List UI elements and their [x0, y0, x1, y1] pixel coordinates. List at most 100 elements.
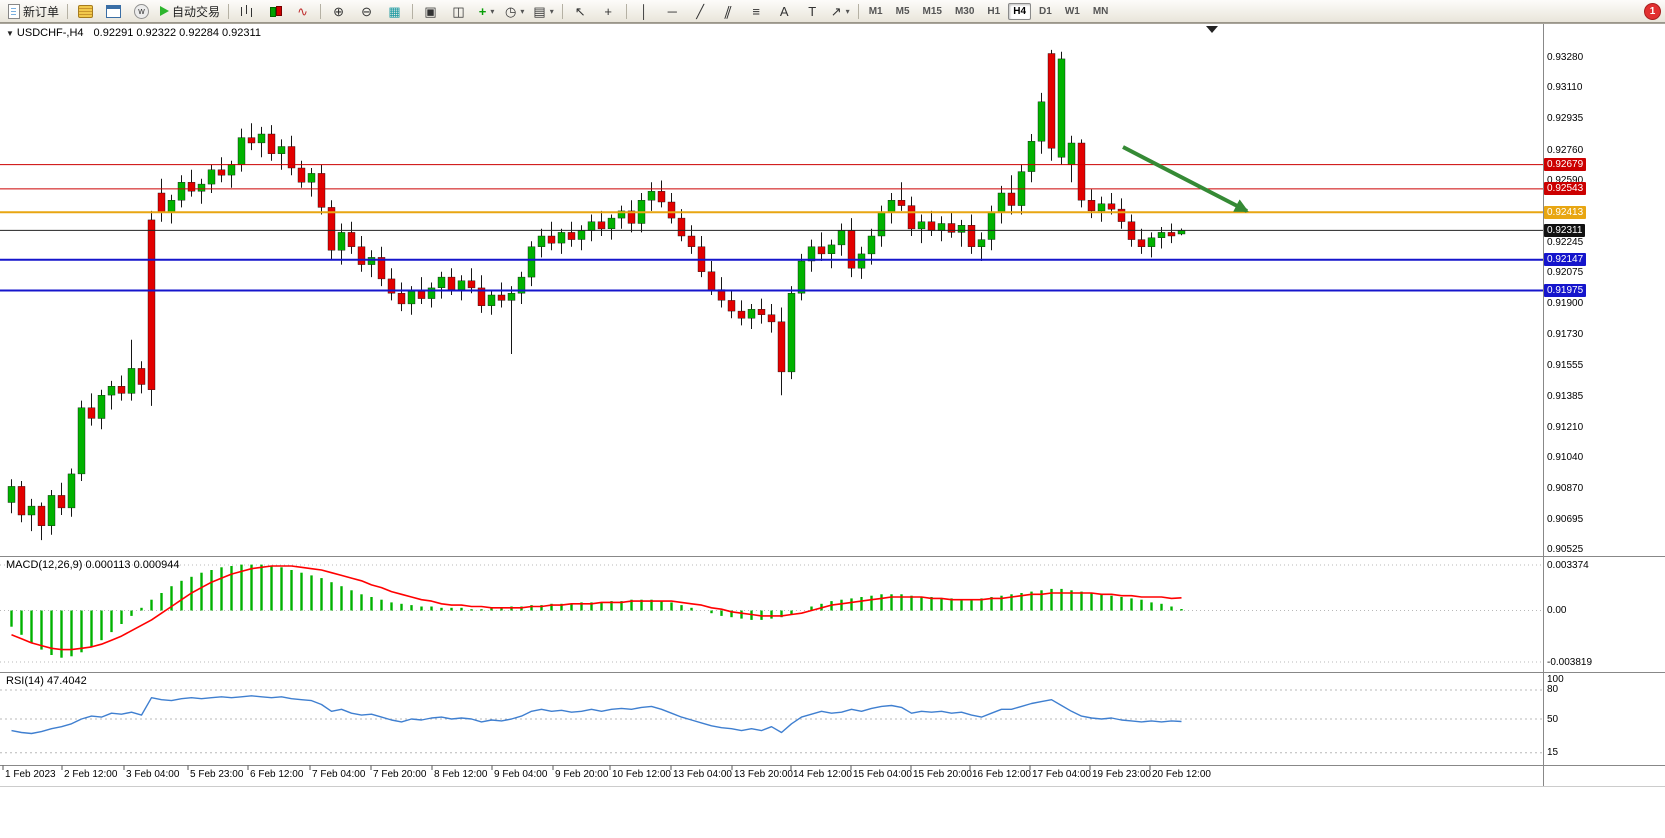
- macd-indicator-title: MACD(12,26,9) 0.000113 0.000944: [6, 559, 180, 571]
- candle: [827, 244, 836, 254]
- vertical-line-button[interactable]: │: [631, 1, 658, 22]
- chevron-down-icon: ▾: [549, 6, 554, 16]
- timeframe-h1-button[interactable]: H1: [987, 5, 1001, 17]
- candle: [167, 199, 176, 213]
- candle: [437, 276, 446, 289]
- templates-button[interactable]: ▤ ▾: [529, 1, 557, 22]
- symbol-dropdown-icon[interactable]: ▼: [6, 29, 14, 38]
- candle: [877, 212, 886, 237]
- timeframe-w1-button[interactable]: W1: [1064, 5, 1080, 17]
- candle: [307, 173, 316, 183]
- candle: [227, 164, 236, 176]
- candle: [947, 223, 956, 233]
- rsi-indicator-title: RSI(14) 47.4042: [6, 675, 87, 687]
- candle: [427, 287, 436, 299]
- trendline-button[interactable]: ╱: [687, 1, 714, 22]
- candle: [407, 291, 416, 305]
- candle: [287, 146, 296, 169]
- candle: [137, 368, 146, 385]
- candle: [27, 505, 36, 516]
- arrows-tool-icon: ↗: [830, 3, 842, 19]
- chevron-down-icon: ▾: [520, 6, 525, 16]
- timeframe-mn-button[interactable]: MN: [1092, 5, 1109, 17]
- candle: [67, 473, 76, 509]
- candle: [1027, 140, 1036, 172]
- cascade-windows-button[interactable]: ▣: [417, 1, 444, 22]
- candle: [47, 495, 56, 526]
- candle: [887, 199, 896, 213]
- candle: [917, 221, 926, 230]
- chevron-down-icon: ▾: [490, 6, 495, 16]
- candle: [687, 235, 696, 247]
- zoom-out-button[interactable]: ⊖: [353, 1, 380, 22]
- notification-badge[interactable]: 1: [1644, 2, 1661, 20]
- candle: [357, 246, 366, 265]
- line-chart-button[interactable]: ∿: [289, 1, 316, 22]
- horizontal-line-button[interactable]: ─: [659, 1, 686, 22]
- candle: [507, 293, 516, 301]
- arrows-tool-button[interactable]: ↗ ▾: [827, 1, 854, 22]
- candle: [1137, 239, 1146, 248]
- text-tool-icon: A: [779, 3, 789, 19]
- fibonacci-icon: ≡: [752, 3, 760, 19]
- timeframe-m30-button[interactable]: M30: [954, 5, 975, 17]
- candle: [937, 223, 946, 231]
- text-tool-button[interactable]: A: [771, 1, 798, 22]
- macd-signal-line: [11, 565, 1182, 651]
- candle: [187, 182, 196, 192]
- cursor-button[interactable]: ↖: [567, 1, 594, 22]
- autotrading-button[interactable]: 自动交易: [156, 1, 224, 22]
- market-watch-button[interactable]: [72, 1, 99, 22]
- bar-chart-button[interactable]: [233, 1, 260, 22]
- tile-windows-icon: ◫: [452, 3, 465, 19]
- fibonacci-button[interactable]: ≡: [743, 1, 770, 22]
- channel-icon: ∥: [722, 3, 734, 19]
- candle: [1157, 232, 1166, 238]
- indicators-button[interactable]: + ▾: [473, 1, 500, 22]
- candle: [337, 232, 346, 251]
- candlestick-chart-button[interactable]: [261, 1, 288, 22]
- indicators-plus-icon: +: [478, 3, 487, 19]
- candle: [567, 232, 576, 240]
- candle: [87, 407, 96, 419]
- chart-window-button[interactable]: [100, 1, 127, 22]
- candle: [477, 287, 486, 306]
- candle: [757, 309, 766, 315]
- trend-arrow[interactable]: [1122, 145, 1249, 213]
- candle: [857, 253, 866, 269]
- candle: [967, 224, 976, 247]
- new-order-button[interactable]: 新订单: [4, 1, 63, 22]
- candle: [657, 191, 666, 203]
- timeframe-d1-button[interactable]: D1: [1039, 5, 1052, 17]
- crosshair-button[interactable]: +: [595, 1, 622, 22]
- tile-windows-button[interactable]: ◫: [445, 1, 472, 22]
- candle: [997, 192, 1006, 213]
- timeframe-m15-button[interactable]: M15: [922, 5, 942, 17]
- new-order-icon: [8, 3, 20, 19]
- toolbar-separator: [228, 3, 230, 19]
- candle: [577, 230, 586, 240]
- chart-shift-marker[interactable]: [1206, 26, 1218, 33]
- channel-button[interactable]: ∥: [715, 1, 742, 22]
- candle: [387, 278, 396, 294]
- candle: [787, 293, 796, 373]
- candle: [1147, 237, 1156, 247]
- timeframe-m5-button[interactable]: M5: [895, 5, 910, 17]
- timeframe-m1-button[interactable]: M1: [868, 5, 883, 17]
- candle: [1167, 232, 1176, 237]
- zoom-in-button[interactable]: ⊕: [325, 1, 352, 22]
- candle: [447, 276, 456, 290]
- toolbar-separator: [320, 3, 322, 19]
- clock-icon: ◷: [505, 3, 517, 19]
- grid-toggle-button[interactable]: ▦: [381, 1, 408, 22]
- periods-button[interactable]: ◷ ▾: [501, 1, 528, 22]
- candle: [247, 137, 256, 144]
- candle: [667, 201, 676, 219]
- expert-advisors-button[interactable]: w: [128, 1, 155, 22]
- timeframe-h4-button[interactable]: H4: [1008, 2, 1032, 20]
- candle: [1177, 230, 1186, 235]
- candle: [397, 293, 406, 305]
- label-tool-button[interactable]: T: [799, 1, 826, 22]
